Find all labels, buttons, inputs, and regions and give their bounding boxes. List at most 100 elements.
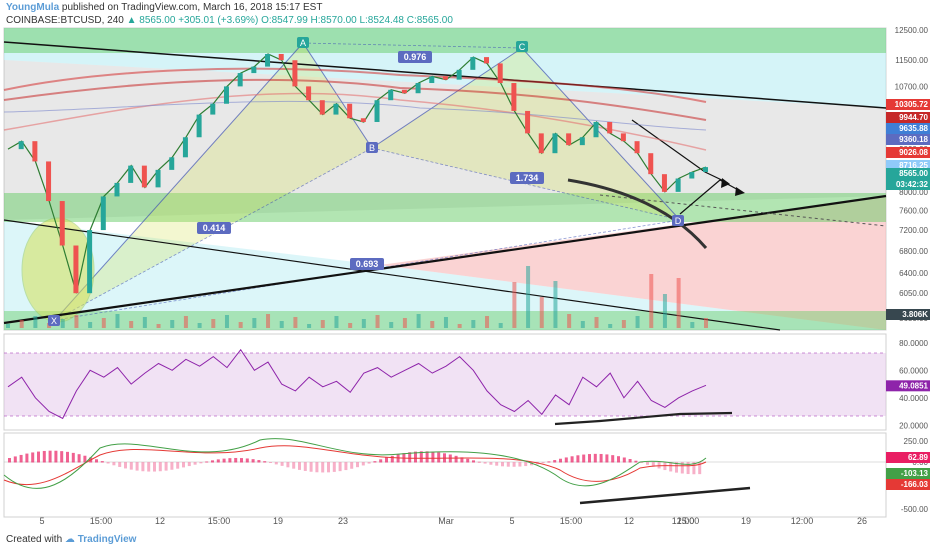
macd-bar — [222, 458, 226, 463]
macd-panel[interactable] — [3, 432, 887, 518]
volume-bars — [6, 266, 708, 328]
volume-bar — [567, 314, 572, 328]
macd-signal-line — [3, 445, 707, 486]
price-tick-label: 10700.00 — [895, 82, 929, 91]
candle — [388, 89, 394, 101]
candle — [18, 141, 24, 150]
volume-bar — [662, 294, 667, 328]
volume-bar — [19, 320, 24, 328]
macd-bar — [269, 462, 272, 464]
sma-blue — [3, 100, 707, 131]
rsi-panel[interactable] — [3, 333, 887, 431]
time-tick-label: Mar — [438, 516, 454, 526]
macd-value-tag: -103.13 — [886, 468, 930, 479]
macd-value-tag: -166.03 — [886, 479, 930, 490]
symbol-line: COINBASE:BTCUSD, 240 ▲ 8565.00 +305.01 (… — [6, 15, 453, 26]
rsi-band — [4, 353, 886, 416]
chart-header: YoungMula published on TradingView.com, … — [0, 0, 932, 30]
publish-line: YoungMula published on TradingView.com, … — [6, 2, 322, 13]
svg-text:3.806K: 3.806K — [902, 310, 928, 319]
macd-bar — [327, 462, 330, 473]
candle — [347, 103, 353, 119]
volume-bar — [156, 324, 161, 328]
macd-bar — [628, 459, 632, 463]
volume-bar — [361, 319, 366, 328]
macd-bar — [8, 458, 11, 463]
candle — [661, 174, 667, 192]
macd-bar — [483, 462, 487, 464]
volume-bar — [416, 314, 421, 328]
macd-bar — [611, 455, 615, 463]
macd-bar — [19, 454, 23, 463]
time-axis[interactable]: 5 15:00 12 15:00 19 23 Mar 5 15:00 12 15:00 19 12:00… — [39, 516, 867, 526]
macd-bar — [472, 460, 475, 463]
macd-bar — [112, 462, 116, 466]
svg-text:-103.13: -103.13 — [901, 469, 929, 478]
macd-bar — [118, 462, 122, 467]
candle — [689, 172, 695, 179]
pattern-label-b: B — [366, 142, 378, 153]
volume-bar — [211, 319, 216, 328]
footer: Created with ☁ TradingView — [0, 530, 932, 550]
macd-bar — [193, 462, 197, 465]
candle — [196, 114, 202, 138]
macd-bar — [501, 462, 504, 467]
candle — [401, 89, 407, 94]
macd-bar — [419, 451, 423, 463]
rsi-tick-label: 20.0000 — [899, 421, 928, 430]
ratio-label-xb: 0.414 — [197, 222, 231, 234]
volume-bar — [279, 321, 284, 328]
macd-bar — [414, 451, 417, 463]
volume-bar — [457, 324, 462, 328]
volume-bar — [224, 315, 229, 328]
candle — [169, 157, 175, 170]
time-tick-label: 12:00 — [791, 516, 814, 526]
macd-bar — [547, 461, 551, 463]
supply-box — [4, 28, 886, 53]
tradingview-brand[interactable]: TradingView — [77, 534, 137, 545]
macd-bar — [280, 462, 284, 466]
macd-bar — [77, 454, 81, 463]
symbol-label: COINBASE:BTCUSD, 240 — [6, 15, 124, 26]
macd-bar — [350, 462, 354, 469]
bottom-highlight-ellipse — [21, 217, 95, 323]
ohlc-values: O:8547.99 H:8570.00 L:8524.48 C:8565.00 — [261, 15, 453, 26]
macd-bar — [541, 462, 545, 464]
volume-bar — [33, 316, 38, 328]
macd-bar — [95, 459, 98, 463]
candle — [251, 66, 257, 74]
price-tick-label: 6800.00 — [899, 247, 928, 256]
macd-bar — [506, 462, 510, 467]
arrow-head-2 — [735, 187, 745, 196]
volume-bar — [621, 320, 626, 328]
volume-bar — [553, 281, 558, 328]
macd-bar — [651, 462, 655, 467]
candle — [552, 133, 558, 154]
time-tick-label: 12:00 — [672, 516, 695, 526]
published-info: published on TradingView.com, March 16, … — [61, 2, 323, 13]
macd-bar — [588, 454, 591, 463]
macd-bar — [147, 462, 151, 472]
candle — [442, 76, 448, 80]
volume-bar — [197, 323, 202, 328]
macd-bar — [158, 462, 162, 472]
price-tag: 8716.25 — [886, 160, 930, 171]
candle — [703, 167, 708, 173]
ratio-label-xd: 0.693 — [350, 258, 384, 270]
svg-text:03:42:32: 03:42:32 — [896, 180, 929, 189]
volume-bar — [676, 278, 681, 328]
volume-bar — [402, 318, 407, 328]
rsi-axis[interactable]: 80.0000 60.0000 40.0000 20.0000 49.0851 — [886, 339, 930, 430]
macd-bar — [240, 458, 243, 463]
volume-bar — [649, 274, 654, 328]
price-tag: 9026.08 — [886, 147, 930, 158]
macd-axis[interactable]: 250.000.00-250.00-500.0062.89-103.13-166… — [886, 437, 930, 514]
candle — [429, 76, 435, 84]
candle — [306, 86, 312, 101]
macd-bar — [408, 452, 412, 463]
author-name[interactable]: YoungMula — [6, 2, 60, 13]
candle — [128, 165, 134, 183]
demand-box — [4, 193, 886, 222]
volume-bar — [142, 317, 147, 328]
